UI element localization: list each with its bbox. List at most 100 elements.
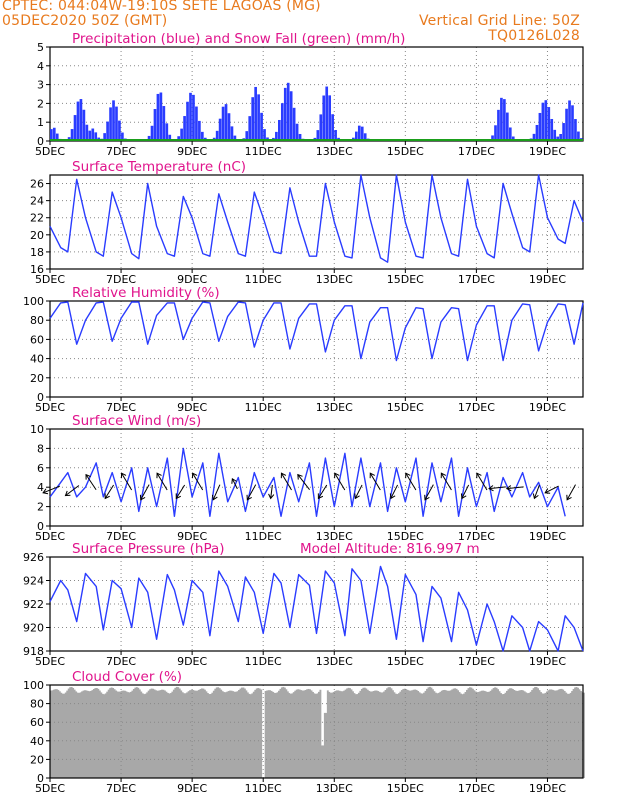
cloud-cover-bar <box>448 690 451 778</box>
precipitation-bar <box>221 106 225 141</box>
precipitation-bar <box>50 129 53 141</box>
cloud-cover-bar <box>317 691 320 778</box>
cloud-cover-bar <box>569 692 572 778</box>
cloud-cover-bar <box>538 690 541 778</box>
x-tick-label: 5DEC <box>35 782 65 795</box>
cloud-cover-bar <box>198 689 200 778</box>
wind-arrow-shaft <box>424 484 434 501</box>
cloud-cover-bar <box>258 688 261 778</box>
precipitation-bar <box>363 133 367 141</box>
wind-arrow-shaft <box>506 486 524 490</box>
cloud-cover-bar <box>332 691 335 778</box>
cloud-cover-bar <box>454 688 457 778</box>
cloud-cover-bar <box>479 691 482 778</box>
wind-arrow-shaft <box>192 472 204 491</box>
cloud-cover-bar <box>248 693 251 778</box>
cloud-cover-bar <box>67 688 70 778</box>
cloud-cover-bar <box>316 693 319 778</box>
cloud-cover-bar <box>94 688 97 778</box>
cloud-cover-bar <box>98 690 101 778</box>
cloud-cover-bar <box>307 688 310 778</box>
wind-arrow-head <box>64 490 71 497</box>
cloud-cover-bar <box>162 689 165 778</box>
precipitation-bar <box>357 125 361 141</box>
precipitation-bar <box>177 136 180 141</box>
wind-arrow-shaft <box>212 484 221 501</box>
cloud-cover-bar <box>548 689 551 778</box>
cloud-cover-bar <box>451 689 454 778</box>
cloud-cover-bar <box>146 692 149 778</box>
precipitation-bar <box>115 106 118 141</box>
x-tick-label: 11DEC <box>245 145 282 158</box>
wind-arrow-shaft <box>440 472 452 491</box>
cloud-cover-bar <box>368 690 371 778</box>
x-tick-label: 5DEC <box>35 273 65 286</box>
cloud-cover-bar <box>498 691 501 778</box>
cloud-cover-bar <box>420 693 423 778</box>
cloud-cover-bar <box>286 691 289 778</box>
precipitation-bar <box>260 112 263 141</box>
cloud-cover-bar <box>497 689 500 778</box>
precipitation-bar <box>257 94 260 141</box>
cloud-cover-bar <box>175 686 178 778</box>
cloud-cover-bar <box>79 692 82 778</box>
cloud-cover-bar <box>217 687 220 778</box>
cloud-cover-bar <box>249 694 252 778</box>
cloud-cover-bar <box>201 688 203 778</box>
cloud-cover-bar <box>121 690 123 778</box>
precipitation-bar <box>283 87 287 141</box>
temperature-series-line <box>49 174 584 263</box>
cloud-cover-bar <box>73 689 76 778</box>
cloud-cover-bar <box>66 690 69 778</box>
cloud-cover-bar <box>397 693 400 778</box>
wind-arrow-head <box>231 477 237 484</box>
precipitation-bar <box>118 120 121 141</box>
wind-arrow-head <box>505 485 512 492</box>
cloud-cover-bar <box>289 693 292 778</box>
x-tick-label: 19DEC <box>529 273 566 286</box>
cloud-cover-bar <box>242 687 245 778</box>
cloud-cover-bar <box>489 690 492 778</box>
cloud-cover-bar <box>504 692 507 778</box>
cloud-cover-bar <box>545 691 548 778</box>
cloud-cover-bar <box>329 692 332 778</box>
cloud-cover-bar <box>275 693 277 778</box>
wind-arrow-shaft <box>566 484 576 501</box>
wind-arrow-head <box>440 472 447 479</box>
cloud-cover-bar <box>110 687 113 778</box>
precipitation-bar <box>156 93 160 141</box>
cloud-cover-bar <box>495 687 498 778</box>
cloud-cover-bar <box>278 690 280 778</box>
cloud-cover-bar <box>171 691 174 778</box>
panel-title: Cloud Cover (%) <box>72 669 182 685</box>
y-tick-label: 918 <box>23 645 44 658</box>
cloud-cover-bar <box>113 689 116 778</box>
cloud-cover-bar <box>464 691 467 778</box>
x-tick-label: 15DEC <box>387 530 424 543</box>
cloud-cover-bar <box>437 692 440 778</box>
cloud-cover-bar <box>411 690 414 778</box>
cloud-cover-bar <box>352 691 354 778</box>
cloud-cover-bar <box>164 690 166 778</box>
cloud-cover-bar <box>377 691 380 778</box>
wind-arrow-head <box>156 472 162 479</box>
cloud-cover-bar <box>106 691 109 778</box>
x-tick-label: 13DEC <box>316 530 353 543</box>
cloud-cover-bar <box>291 693 294 778</box>
plot-frame <box>49 428 584 527</box>
cloud-cover-bar <box>193 690 196 778</box>
cloud-cover-bar <box>187 691 190 778</box>
wind-arrow-shaft <box>390 484 399 499</box>
cloud-cover-bar <box>516 690 519 778</box>
precipitation-bar <box>275 131 278 141</box>
cloud-cover-bar <box>541 693 544 778</box>
cloud-cover-bar <box>72 687 75 778</box>
precipitation-bar <box>159 92 163 141</box>
cloud-cover-bar <box>52 689 55 778</box>
cloud-cover-bar <box>166 692 169 778</box>
x-tick-label: 13DEC <box>316 145 353 158</box>
precipitation-bar <box>360 126 364 141</box>
cloud-cover-bar <box>500 693 502 778</box>
cloud-cover-bar <box>439 691 442 778</box>
cloud-cover-bar <box>215 687 218 778</box>
